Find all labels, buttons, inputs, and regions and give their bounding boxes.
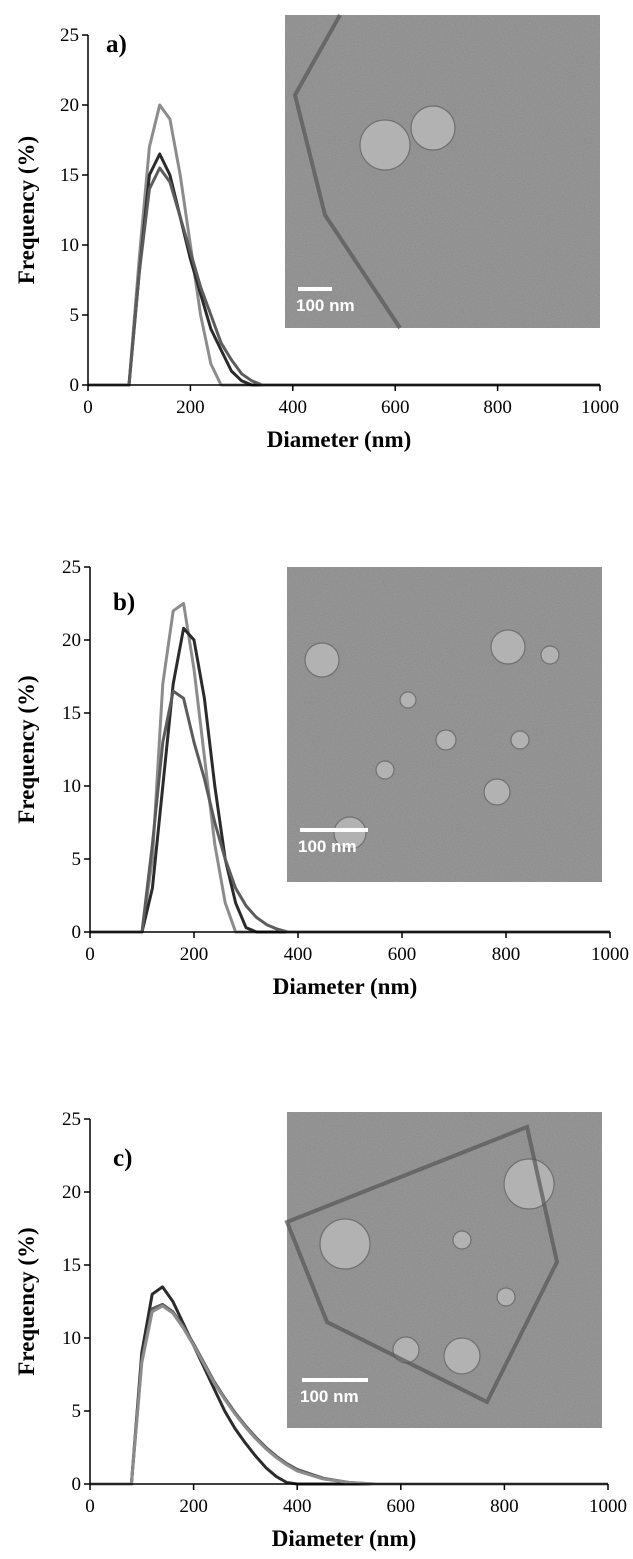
inset-particle — [399, 691, 417, 709]
inset-membrane — [292, 14, 402, 330]
y-tick-label: 0 — [70, 375, 80, 396]
x-tick-label: 600 — [387, 1496, 416, 1517]
x-tick-label: 600 — [381, 397, 410, 418]
inset-particle — [304, 642, 340, 678]
x-axis-title: Diameter (nm) — [267, 427, 412, 452]
y-tick-label: 15 — [62, 1255, 81, 1276]
inset-particle — [483, 778, 511, 806]
inset-particle — [452, 1230, 472, 1250]
inset-particle — [540, 645, 560, 665]
x-tick-label: 400 — [283, 1496, 312, 1517]
inset-particle — [443, 1337, 481, 1375]
inset-particle — [503, 1158, 555, 1210]
panel-label: b) — [113, 589, 135, 616]
inset-particle — [333, 816, 367, 850]
inset-particle — [319, 1218, 371, 1270]
inset-particle — [359, 119, 411, 171]
x-tick-label: 1000 — [589, 1496, 627, 1517]
x-tick-label: 1000 — [581, 397, 619, 418]
scale-label: 100 nm — [296, 296, 355, 315]
y-axis-title: Frequency (%) — [14, 1227, 39, 1375]
x-tick-label: 800 — [492, 944, 521, 965]
inset-image — [285, 15, 600, 328]
x-tick-label: 600 — [388, 944, 417, 965]
x-tick-label: 0 — [85, 944, 95, 965]
y-tick-label: 10 — [60, 235, 79, 256]
x-tick-label: 400 — [279, 397, 308, 418]
y-tick-label: 15 — [60, 165, 79, 186]
y-tick-label: 5 — [70, 305, 80, 326]
inset-particle — [435, 729, 457, 751]
chart-panel: 100 nm b) — [113, 567, 602, 882]
inset-membrane — [284, 1124, 560, 1405]
chart-panel: 100 nm a) — [106, 14, 600, 330]
chart-panel: 100 nm c) — [113, 1112, 602, 1428]
inset-particle — [410, 105, 456, 151]
x-tick-label: 1000 — [591, 944, 629, 965]
data-line — [90, 1304, 608, 1486]
y-tick-label: 10 — [62, 1328, 81, 1349]
y-tick-label: 15 — [62, 703, 81, 724]
x-tick-label: 0 — [83, 397, 93, 418]
inset-particle — [375, 760, 395, 780]
panel-label: c) — [113, 1145, 132, 1172]
inset-particle — [510, 730, 530, 750]
y-tick-label: 20 — [60, 95, 79, 116]
y-tick-label: 0 — [72, 1474, 82, 1495]
x-tick-label: 0 — [85, 1496, 95, 1517]
x-tick-label: 200 — [176, 397, 205, 418]
y-tick-label: 25 — [62, 1109, 81, 1130]
scale-label: 100 nm — [298, 837, 357, 856]
x-axis-title: Diameter (nm) — [273, 974, 418, 999]
y-axis-title: Frequency (%) — [14, 675, 39, 823]
scale-label: 100 nm — [300, 1387, 359, 1406]
x-tick-label: 200 — [180, 944, 209, 965]
inset-particle — [496, 1287, 516, 1307]
y-tick-label: 5 — [72, 1401, 82, 1422]
y-axis-title: Frequency (%) — [14, 136, 39, 284]
y-tick-label: 10 — [62, 776, 81, 797]
y-tick-label: 5 — [72, 849, 82, 870]
y-tick-label: 20 — [62, 630, 81, 651]
inset-particle — [490, 629, 526, 665]
y-tick-label: 25 — [60, 25, 79, 46]
x-tick-label: 400 — [284, 944, 313, 965]
y-tick-label: 25 — [62, 557, 81, 578]
x-tick-label: 200 — [179, 1496, 208, 1517]
panel-label: a) — [106, 31, 127, 58]
x-tick-label: 800 — [483, 397, 512, 418]
x-tick-label: 800 — [490, 1496, 519, 1517]
y-tick-label: 0 — [72, 922, 82, 943]
y-tick-label: 20 — [62, 1182, 81, 1203]
inset-image — [287, 1112, 602, 1428]
x-axis-title: Diameter (nm) — [272, 1526, 417, 1551]
